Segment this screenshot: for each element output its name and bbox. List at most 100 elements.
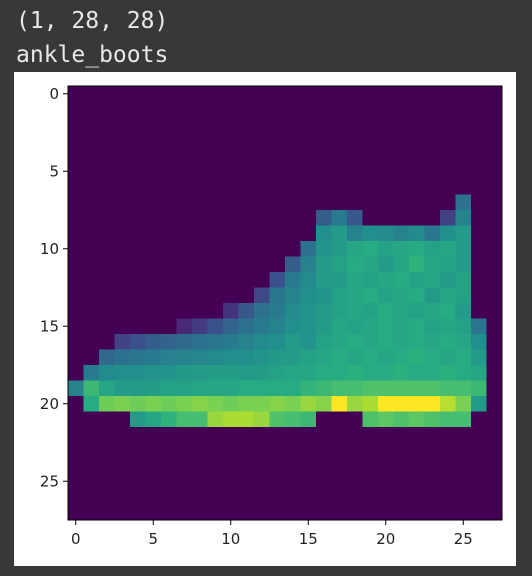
heatmap-cell [192,210,208,226]
heatmap-cell [331,132,348,149]
heatmap-cell [223,272,239,288]
heatmap-cell [207,473,224,490]
heatmap-cell [471,241,487,257]
heatmap-cell [393,380,410,397]
heatmap-cell [300,163,317,180]
heatmap-cell [440,411,456,428]
heatmap-cell [362,163,379,180]
heatmap-cell [114,163,131,180]
heatmap-cell [455,179,472,195]
heatmap-cell [300,365,317,381]
heatmap-cell [486,442,503,459]
heatmap-cell [455,349,472,366]
heatmap-cell [114,303,131,319]
heatmap-cell [192,132,208,149]
heatmap-cell [486,318,503,335]
heatmap-cell [192,256,208,273]
heatmap-cell [161,272,177,288]
heatmap-cell [455,210,472,226]
heatmap-cell [378,287,394,304]
heatmap-cell [393,256,410,273]
heatmap-cell [223,101,239,118]
heatmap-cell [83,256,100,273]
heatmap-cell [68,194,84,211]
heatmap-cell [254,458,270,474]
heatmap-cell [99,272,115,288]
heatmap-cell [161,489,177,505]
heatmap-cell [409,194,425,211]
heatmap-cell [161,225,177,242]
heatmap-cell [316,489,332,505]
heatmap-cell [378,179,394,195]
heatmap-cell [192,349,208,366]
heatmap-cell [145,427,162,443]
heatmap-cell [300,148,317,164]
heatmap-cell [83,396,100,412]
heatmap-cell [424,241,441,257]
heatmap-cell [176,427,193,443]
heatmap-cell [68,411,84,428]
heatmap-cell [300,132,317,149]
heatmap-cell [114,427,131,443]
heatmap-cell [223,179,239,195]
heatmap-cell [161,365,177,381]
plot-frame [67,85,503,521]
heatmap-cell [347,380,363,397]
heatmap-cell [285,473,301,490]
heatmap-cell [331,380,348,397]
heatmap-cell [455,411,472,428]
heatmap-cell [455,380,472,397]
heatmap-cell [269,334,286,350]
heatmap-cell [192,287,208,304]
heatmap-cell [409,86,425,102]
heatmap-cell [393,163,410,180]
heatmap-cell [409,334,425,350]
heatmap-cell [207,148,224,164]
heatmap-cell [362,303,379,319]
heatmap-cell [486,303,503,319]
heatmap-cell [99,194,115,211]
heatmap-cell [145,349,162,366]
heatmap-cell [269,179,286,195]
y-tick-label: 10 [40,240,59,258]
heatmap-cell [68,272,84,288]
heatmap-cell [238,86,255,102]
heatmap-cell [409,489,425,505]
heatmap-cell [269,473,286,490]
y-tick-label: 25 [40,472,59,490]
heatmap-cell [176,163,193,180]
heatmap-cell [285,504,301,521]
heatmap-cell [409,132,425,149]
heatmap-cell [316,117,332,133]
heatmap-cell [161,411,177,428]
heatmap-cell [486,117,503,133]
heatmap-cell [347,101,363,118]
heatmap-cell [145,256,162,273]
heatmap-cell [424,334,441,350]
heatmap-cell [378,458,394,474]
heatmap-cell [378,334,394,350]
heatmap-cell [424,458,441,474]
heatmap-cell [68,318,84,335]
heatmap-cell [362,380,379,397]
heatmap-cell [68,349,84,366]
heatmap-cell [254,163,270,180]
heatmap-cell [83,117,100,133]
heatmap-cell [285,256,301,273]
heatmap-cell [424,117,441,133]
heatmap-cell [316,194,332,211]
heatmap-cell [238,272,255,288]
heatmap-cell [254,194,270,211]
heatmap-cell [378,148,394,164]
heatmap-cell [300,411,317,428]
heatmap-cell [238,396,255,412]
heatmap-cell [378,380,394,397]
heatmap-cell [362,334,379,350]
heatmap-cell [331,303,348,319]
heatmap-cell [269,132,286,149]
heatmap-cell [378,365,394,381]
heatmap-cell [440,442,456,459]
y-tick-label: 20 [40,395,59,413]
heatmap-cell [424,225,441,242]
heatmap-cell [176,411,193,428]
